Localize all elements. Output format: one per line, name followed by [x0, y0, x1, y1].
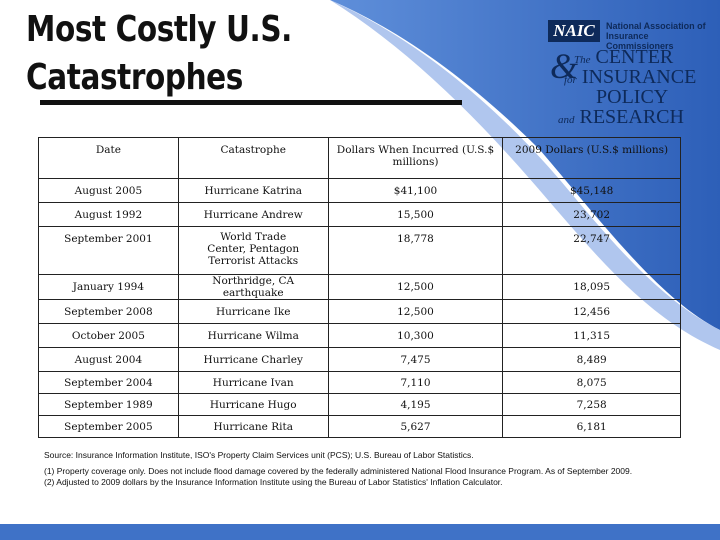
cell-incurred: 12,500 — [327, 274, 504, 300]
cell-catastrophe: Hurricane Wilma — [177, 323, 329, 348]
cell-incurred: $41,100 — [327, 178, 504, 203]
cell-catastrophe: Hurricane Hugo — [177, 393, 329, 416]
cell-incurred: 12,500 — [327, 299, 504, 324]
cell-2009: 22,747 — [502, 226, 681, 275]
cell-catastrophe: Hurricane Charley — [177, 347, 329, 372]
footnote-1: (1) Property coverage only. Does not inc… — [44, 466, 633, 476]
title-underline — [40, 100, 462, 105]
cell-catastrophe: Hurricane Ike — [177, 299, 329, 324]
naic-full-name: National Association of Insurance Commis… — [606, 21, 706, 51]
cell-catastrophe: Northridge, CA earthquake — [177, 274, 329, 300]
cell-incurred: 4,195 — [327, 393, 504, 416]
table-row: September 2008 Hurricane Ike 12,500 12,4… — [38, 299, 681, 324]
cell-catastrophe: Hurricane Katrina — [177, 178, 329, 203]
cell-2009: $45,148 — [502, 178, 681, 203]
header-dollars-incurred: Dollars When Incurred (U.S.$ millions) — [327, 137, 504, 179]
cell-incurred: 5,627 — [327, 415, 504, 438]
header-2009-dollars: 2009 Dollars (U.S.$ millions) — [502, 137, 681, 179]
table-row: October 2005 Hurricane Wilma 10,300 11,3… — [38, 323, 681, 348]
cell-2009: 12,456 — [502, 299, 681, 324]
header-catastrophe: Catastrophe — [177, 137, 329, 179]
cell-catastrophe: World Trade Center, Pentagon Terrorist A… — [177, 226, 329, 275]
naic-cipr-logo: NAIC National Association of Insurance C… — [548, 20, 708, 132]
cell-catastrophe: Hurricane Rita — [177, 415, 329, 438]
table-row: August 2005 Hurricane Katrina $41,100 $4… — [38, 178, 681, 203]
cell-date: August 2004 — [38, 347, 179, 372]
catastrophes-table: Date Catastrophe Dollars When Incurred (… — [38, 137, 681, 438]
cell-date: September 2005 — [38, 415, 179, 438]
cell-incurred: 15,500 — [327, 202, 504, 227]
table-row: January 1994 Northridge, CA earthquake 1… — [38, 274, 681, 300]
table-row: September 1989 Hurricane Hugo 4,195 7,25… — [38, 393, 681, 416]
cell-date: September 2004 — [38, 371, 179, 394]
cell-2009: 18,095 — [502, 274, 681, 300]
table-row: August 1992 Hurricane Andrew 15,500 23,7… — [38, 202, 681, 227]
cell-date: August 1992 — [38, 202, 179, 227]
table-header-row: Date Catastrophe Dollars When Incurred (… — [38, 137, 681, 179]
cell-catastrophe: Hurricane Ivan — [177, 371, 329, 394]
cell-incurred: 7,475 — [327, 347, 504, 372]
cell-date: September 1989 — [38, 393, 179, 416]
cell-catastrophe: Hurricane Andrew — [177, 202, 329, 227]
cell-2009: 8,075 — [502, 371, 681, 394]
footnotes: Source: Insurance Information Institute,… — [44, 450, 674, 493]
title-line-1: Most Costly U.S. — [26, 9, 292, 50]
cell-2009: 11,315 — [502, 323, 681, 348]
header-date: Date — [38, 137, 179, 179]
cell-incurred: 18,778 — [327, 226, 504, 275]
cell-2009: 23,702 — [502, 202, 681, 227]
table-row: September 2004 Hurricane Ivan 7,110 8,07… — [38, 371, 681, 394]
cell-date: August 2005 — [38, 178, 179, 203]
page-title: Most Costly U.S. Catastrophes — [26, 6, 370, 102]
table-row: August 2004 Hurricane Charley 7,475 8,48… — [38, 347, 681, 372]
source-note: Source: Insurance Information Institute,… — [44, 450, 474, 460]
bottom-bar — [0, 524, 720, 540]
table-row: September 2001 World Trade Center, Penta… — [38, 226, 681, 275]
cell-date: January 1994 — [38, 274, 179, 300]
cell-date: October 2005 — [38, 323, 179, 348]
cell-incurred: 7,110 — [327, 371, 504, 394]
footnote-2: (2) Adjusted to 2009 dollars by the Insu… — [44, 477, 503, 487]
title-line-2: Catastrophes — [26, 57, 243, 98]
cell-2009: 8,489 — [502, 347, 681, 372]
naic-logo-mark: NAIC — [548, 20, 600, 42]
cell-date: September 2008 — [38, 299, 179, 324]
cell-incurred: 10,300 — [327, 323, 504, 348]
cell-2009: 7,258 — [502, 393, 681, 416]
logo-ampersand: & — [550, 46, 579, 86]
cell-2009: 6,181 — [502, 415, 681, 438]
table-row: September 2005 Hurricane Rita 5,627 6,18… — [38, 415, 681, 438]
cell-date: September 2001 — [38, 226, 179, 275]
